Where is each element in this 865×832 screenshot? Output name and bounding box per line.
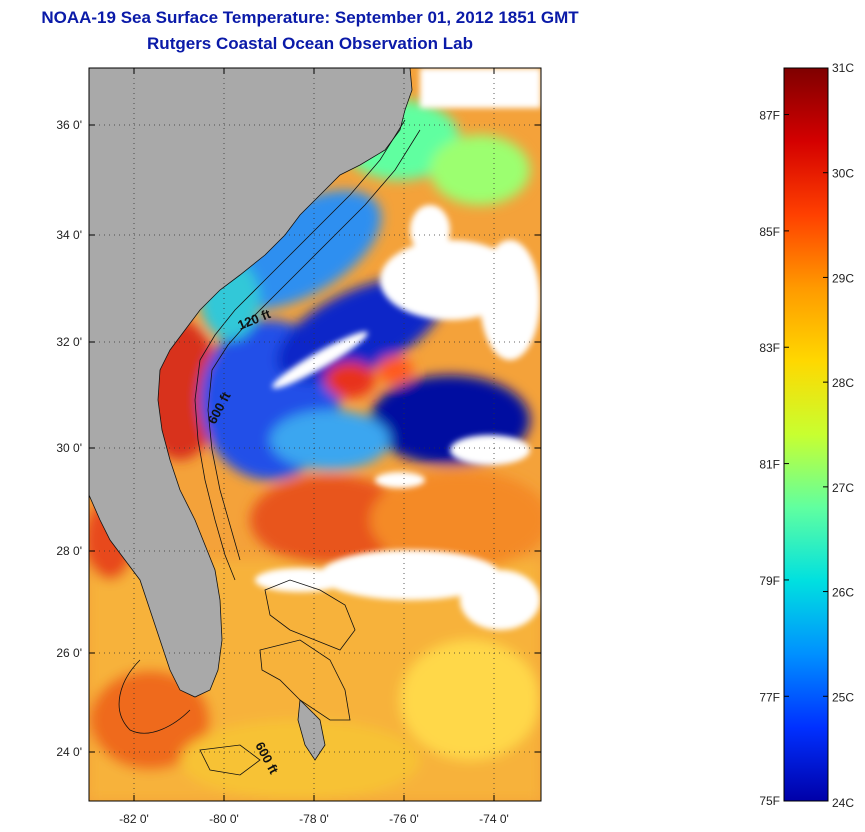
bahamas-land xyxy=(297,699,326,761)
colorbar-fahrenheit-label: 87F xyxy=(759,109,780,123)
cloud-cover xyxy=(255,68,541,630)
bathymetry-contours xyxy=(118,119,421,734)
colorbar-celsius-label: 25C xyxy=(832,690,854,704)
lat-tick-label: 30 0' xyxy=(56,441,82,455)
colorbar-celsius-label: 24C xyxy=(832,796,854,810)
colorbar-celsius-label: 27C xyxy=(832,481,854,495)
lon-tick-label: -80 0' xyxy=(209,812,239,826)
colorbar-fahrenheit-label: 79F xyxy=(759,574,780,588)
lat-tick-label: 36 0' xyxy=(56,118,82,132)
colorbar-celsius-label: 31C xyxy=(832,61,854,75)
map-field: 120 ft 600 ft 600 ft xyxy=(89,68,541,801)
colorbar-celsius-label: 29C xyxy=(832,271,854,285)
colorbar-fahrenheit-label: 81F xyxy=(759,458,780,472)
colorbar-celsius-label: 30C xyxy=(832,167,854,181)
lat-tick-label: 32 0' xyxy=(56,335,82,349)
map-frame xyxy=(88,67,542,802)
colorbar-celsius-label: 28C xyxy=(832,376,854,390)
chart-title: NOAA-19 Sea Surface Temperature: Septemb… xyxy=(41,8,579,27)
lon-tick-label: -78 0' xyxy=(299,812,329,826)
colorbar-fahrenheit-label: 75F xyxy=(759,794,780,808)
colorbar-fahrenheit-label: 77F xyxy=(759,690,780,704)
lat-tick-label: 34 0' xyxy=(56,228,82,242)
colorbar-labels: 31C 30C 29C 28C 27C 26C 25C 24C 87F 85F 83F 81F 79F 7… xyxy=(759,61,854,810)
island-outline xyxy=(199,579,356,776)
colorbar-celsius-label: 26C xyxy=(832,586,854,600)
chart-subtitle: Rutgers Coastal Ocean Observation Lab xyxy=(147,34,473,53)
map-gridlines xyxy=(89,68,541,801)
lon-tick-label: -74 0' xyxy=(479,812,509,826)
lat-tick-label: 26 0' xyxy=(56,646,82,660)
colorbar-fahrenheit-label: 85F xyxy=(759,225,780,239)
lon-tick-label: -82 0' xyxy=(119,812,149,826)
us-coastline-land xyxy=(89,68,413,698)
lon-tick-label: -76 0' xyxy=(389,812,419,826)
lat-tick-label: 28 0' xyxy=(56,544,82,558)
lat-tick-label: 24 0' xyxy=(56,745,82,759)
colorbar-fahrenheit-label: 83F xyxy=(759,341,780,355)
map-ticks: 36 0' 34 0' 32 0' 30 0' 28 0' 26 0' 24 0' -82 0… xyxy=(56,68,541,826)
colorbar xyxy=(783,67,829,802)
